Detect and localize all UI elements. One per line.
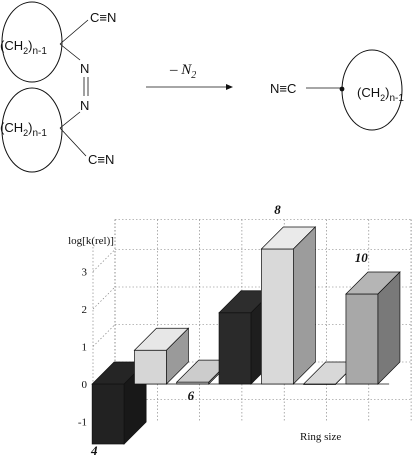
bar-front-face [345,293,379,385]
bond-ring-to-nitrile-bottom [59,127,87,157]
bar-front-face [134,349,167,385]
reaction-arrow-head [226,84,233,90]
y-axis-label: log[k(rel)] [68,235,114,247]
chart-bars [91,226,401,445]
radical-dot [339,86,345,92]
category-label-6: 6 [188,388,195,403]
bar [133,327,190,385]
bar-front-face [91,383,125,445]
reaction-scheme: (CH2)n-1 C≡N N N (CH2)n-1 C≡N – N2 N≡C (… [0,1,404,173]
bar-side-face [166,327,189,385]
bar [260,226,317,385]
grid-diagonal [92,286,116,310]
bar-front-face [261,248,294,385]
bond-ring-to-azo-top [59,43,81,61]
y-tick-label: 1 [82,342,88,354]
category-label-8: 8 [274,202,281,217]
nitrile-top: C≡N [90,10,116,25]
nitrile-bottom: C≡N [88,152,114,167]
bond-ring-to-nitrile-top [59,19,89,45]
y-tick-label: 3 [82,267,88,279]
bar [345,271,401,385]
bond-azo-to-ring-bottom [59,111,81,129]
grid-diagonal [92,324,116,347]
azo-n-upper: N [80,61,89,76]
y-tick-label: 0 [82,379,88,391]
y-tick-label: 2 [82,304,88,316]
product-ring-label: (CH2)n-1 [357,85,404,104]
reactant-ring-top-label: (CH2)n-1 [0,38,47,57]
azo-n-lower: N [80,98,89,113]
grid-diagonal [92,249,116,272]
x-axis-label: Ring size [300,431,341,443]
bar-side-face [293,226,316,385]
bar-chart: -1 0 1 2 3 log[k(rel)] Ring size 4 6 8 10 [68,202,412,458]
bar-front-face [218,312,252,385]
arrow-label: – N2 [169,62,196,81]
reactant-ring-bottom-label: (CH2)n-1 [0,120,47,139]
category-label-10: 10 [355,250,369,265]
product-nitrile: N≡C [270,81,296,96]
y-tick-label: -1 [78,417,87,429]
category-label-4: 4 [90,443,98,458]
bar-side-face [377,271,401,385]
chart-labels: 4 6 8 10 [90,202,368,458]
